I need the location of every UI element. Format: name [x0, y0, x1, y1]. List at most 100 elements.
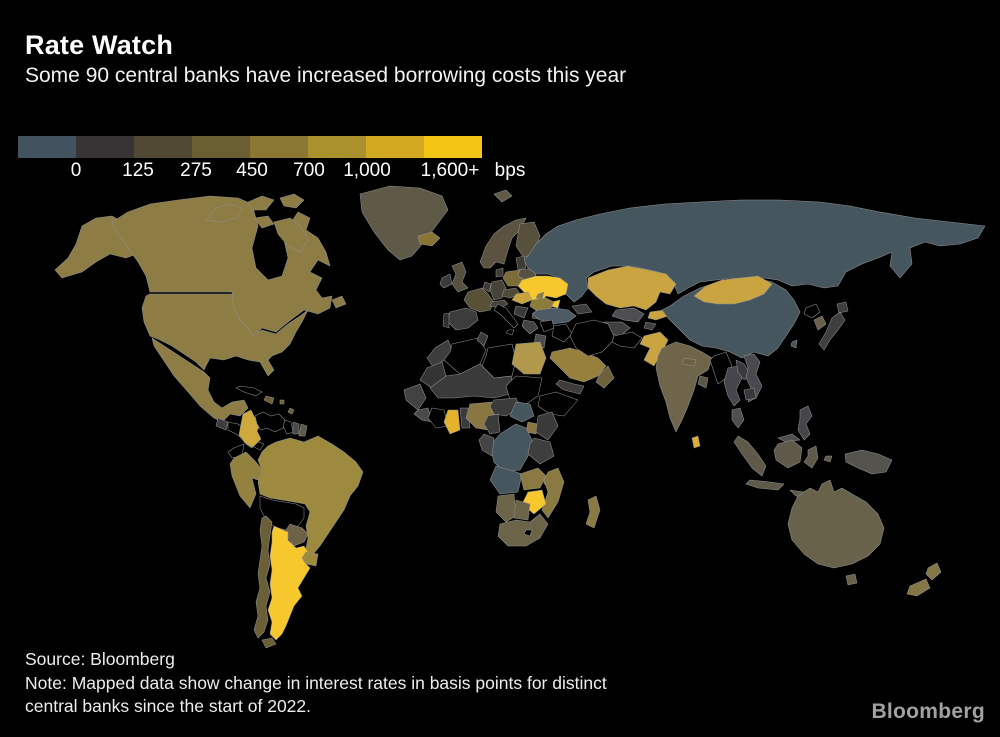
region-south-africa	[497, 513, 549, 547]
chart-subtitle: Some 90 central banks have increased bor…	[25, 64, 627, 87]
region-nepal	[681, 357, 697, 367]
legend-tick-label: 125	[122, 160, 154, 181]
region-bangladesh	[697, 375, 709, 389]
region-yemen	[555, 379, 585, 395]
region-mexico	[151, 337, 249, 423]
region-iraq	[551, 323, 573, 343]
region-guyana	[282, 419, 294, 435]
region-botswana	[513, 499, 531, 521]
legend-tick-label: 700	[293, 160, 325, 181]
legend-swatch-2	[134, 136, 192, 158]
region-australia	[787, 479, 885, 586]
legend-swatch-7	[424, 136, 482, 158]
region-italy	[493, 303, 519, 336]
legend-swatch-5	[308, 136, 366, 158]
legend-tick-label: 275	[180, 160, 212, 181]
legend-tick-label: 450	[236, 160, 268, 181]
region-namibia	[495, 493, 517, 523]
region-germany	[489, 279, 507, 301]
region-malaysia	[731, 407, 801, 443]
region-balkans	[513, 305, 529, 319]
region-greece	[521, 319, 539, 335]
region-sri-lanka	[691, 435, 701, 449]
region-syria	[539, 319, 555, 333]
legend-labels: 0 125 275 450 700 1,000 1,600+ bps	[18, 160, 578, 186]
region-south-sudan	[509, 401, 535, 423]
region-caucasus	[571, 303, 593, 315]
legend-swatch-0	[18, 136, 76, 158]
region-uganda	[525, 421, 539, 435]
region-spain	[447, 307, 479, 331]
region-cuba	[235, 385, 263, 397]
region-mozambique	[541, 467, 565, 519]
region-senegal-guinea	[403, 383, 427, 411]
region-france	[463, 287, 495, 313]
region-uk	[451, 261, 469, 293]
region-portugal	[442, 312, 450, 329]
legend-swatch-4	[250, 136, 308, 158]
note-line-2: central banks since the start of 2022.	[25, 696, 311, 716]
region-cameroon-car	[483, 397, 521, 435]
region-hungary	[511, 291, 533, 305]
region-tajikistan	[643, 321, 657, 331]
region-peru	[229, 451, 265, 509]
region-switzerland-austria	[489, 299, 509, 309]
region-ireland	[439, 273, 453, 289]
region-iran	[569, 319, 615, 357]
region-svalbard	[493, 189, 513, 203]
legend-color-ramp	[18, 136, 482, 158]
region-india	[655, 341, 713, 433]
region-taiwan	[790, 339, 798, 349]
region-french-guiana	[298, 423, 308, 437]
region-uruguay	[301, 551, 319, 567]
region-ghana	[443, 409, 461, 435]
region-angola	[489, 465, 523, 495]
legend: 0 125 275 450 700 1,000 1,600+ bps	[18, 136, 578, 188]
region-hispaniola	[263, 395, 275, 405]
world-map	[54, 185, 986, 649]
region-scandinavia	[479, 217, 527, 269]
region-uzbekistan	[611, 307, 645, 323]
region-tanzania	[527, 437, 555, 465]
region-japan	[818, 301, 849, 351]
region-saudi-arabia	[549, 347, 607, 383]
legend-swatch-6	[366, 136, 424, 158]
region-madagascar	[585, 495, 601, 529]
region-oman	[595, 365, 615, 389]
region-mongolia	[693, 275, 773, 305]
region-zambia	[519, 467, 547, 491]
region-canada-arctic-islands	[205, 193, 309, 253]
legend-tick-label: 1,000	[343, 160, 391, 181]
region-new-zealand	[906, 562, 942, 597]
region-colombia	[238, 409, 262, 448]
region-benelux	[482, 281, 492, 293]
note-line-1: Note: Mapped data show change in interes…	[25, 672, 607, 693]
region-suriname	[292, 421, 300, 435]
chart-title: Rate Watch	[25, 30, 174, 60]
region-caribbean	[279, 399, 295, 415]
region-kenya	[535, 411, 559, 441]
region-iceland	[417, 231, 441, 247]
legend-swatch-1	[76, 136, 134, 158]
region-egypt	[511, 341, 547, 375]
region-denmark	[495, 267, 504, 278]
region-guatemala	[215, 417, 229, 431]
region-afghanistan	[611, 331, 643, 349]
region-congo-gabon	[478, 433, 495, 457]
region-chile	[253, 515, 277, 649]
region-philippines	[797, 405, 813, 441]
region-indonesia	[733, 435, 833, 500]
region-cambodia	[743, 387, 757, 401]
region-ethiopia-somalia	[537, 391, 579, 417]
region-russia	[523, 199, 986, 303]
region-tunisia	[476, 331, 489, 347]
region-venezuela	[254, 411, 286, 433]
region-papua-new-guinea	[844, 449, 893, 475]
region-liberia-sierra-leone	[413, 407, 433, 423]
legend-tick-label: 0	[70, 160, 82, 181]
region-pakistan	[639, 331, 669, 367]
region-north-korea	[803, 303, 821, 319]
region-kazakhstan	[587, 265, 677, 311]
legend-unit-label: bps	[494, 160, 526, 181]
